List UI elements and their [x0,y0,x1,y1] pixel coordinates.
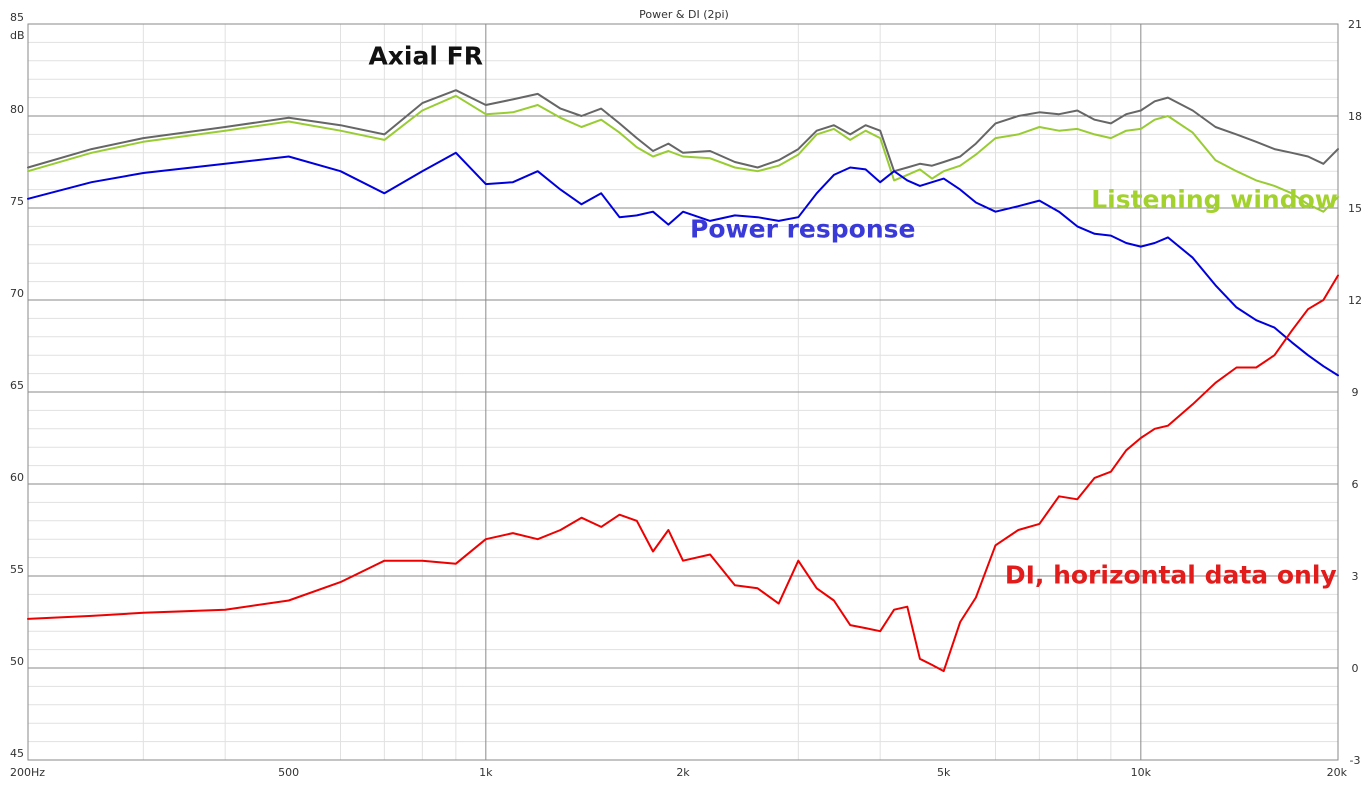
x-tick-label: 1k [479,766,493,779]
x-axis-tick-labels: 200Hz 500 1k 2k 5k 10k 20k [10,766,1348,779]
minor-grid [28,24,1338,760]
y-right-tick-label: 18 [1348,110,1362,123]
annotation-axial: Axial FR [368,41,483,70]
series-line-listening [27,94,1339,213]
y-right-tick-label: 6 [1352,478,1359,491]
y-left-tick-label: 50 [10,655,24,668]
y-left-tick-label: 55 [10,563,24,576]
series-layer [27,89,1339,673]
annotation-di: DI, horizontal data only [1005,560,1337,589]
plot-frame [27,23,1339,761]
y-left-tick-label: 80 [10,103,24,116]
y-left-tick-label: 45 [10,747,24,760]
series-line-power [27,151,1339,377]
annotation-power: Power response [690,214,915,243]
x-tick-label: 20k [1327,766,1348,779]
y-left-tick-label: 70 [10,287,24,300]
x-tick-label: 500 [278,766,299,779]
y-right-tick-label: 21 [1348,18,1362,31]
y-left-tick-label: 75 [10,195,24,208]
y-left-tick-label: 65 [10,379,24,392]
y-left-tick-labels: 45 50 55 60 65 70 75 80 85 [10,11,24,760]
x-tick-label: 10k [1131,766,1152,779]
annotation-listening: Listening window [1091,185,1338,214]
series-line-di [27,274,1339,673]
y-right-tick-label: 3 [1352,570,1359,583]
y-left-unit-label: dB [10,29,25,42]
major-grid [28,24,1338,760]
y-right-tick-label: 12 [1348,294,1362,307]
y-right-tick-label: 9 [1352,386,1359,399]
y-right-tick-label: 0 [1352,662,1359,675]
y-left-tick-label: 85 [10,11,24,24]
x-tick-label: 2k [676,766,690,779]
y-right-tick-label: -3 [1350,754,1361,767]
x-tick-label: 5k [937,766,951,779]
chart-title: Power & DI (2pi) [639,8,729,21]
series-line-axial [27,89,1339,173]
annotation-layer: Axial FR Power response Listening window DI… [368,41,1337,589]
y-right-tick-label: 15 [1348,202,1362,215]
y-right-tick-labels: -3 0 3 6 9 12 15 18 21 [1348,18,1362,767]
y-left-tick-label: 60 [10,471,24,484]
x-tick-label: 200Hz [10,766,45,779]
